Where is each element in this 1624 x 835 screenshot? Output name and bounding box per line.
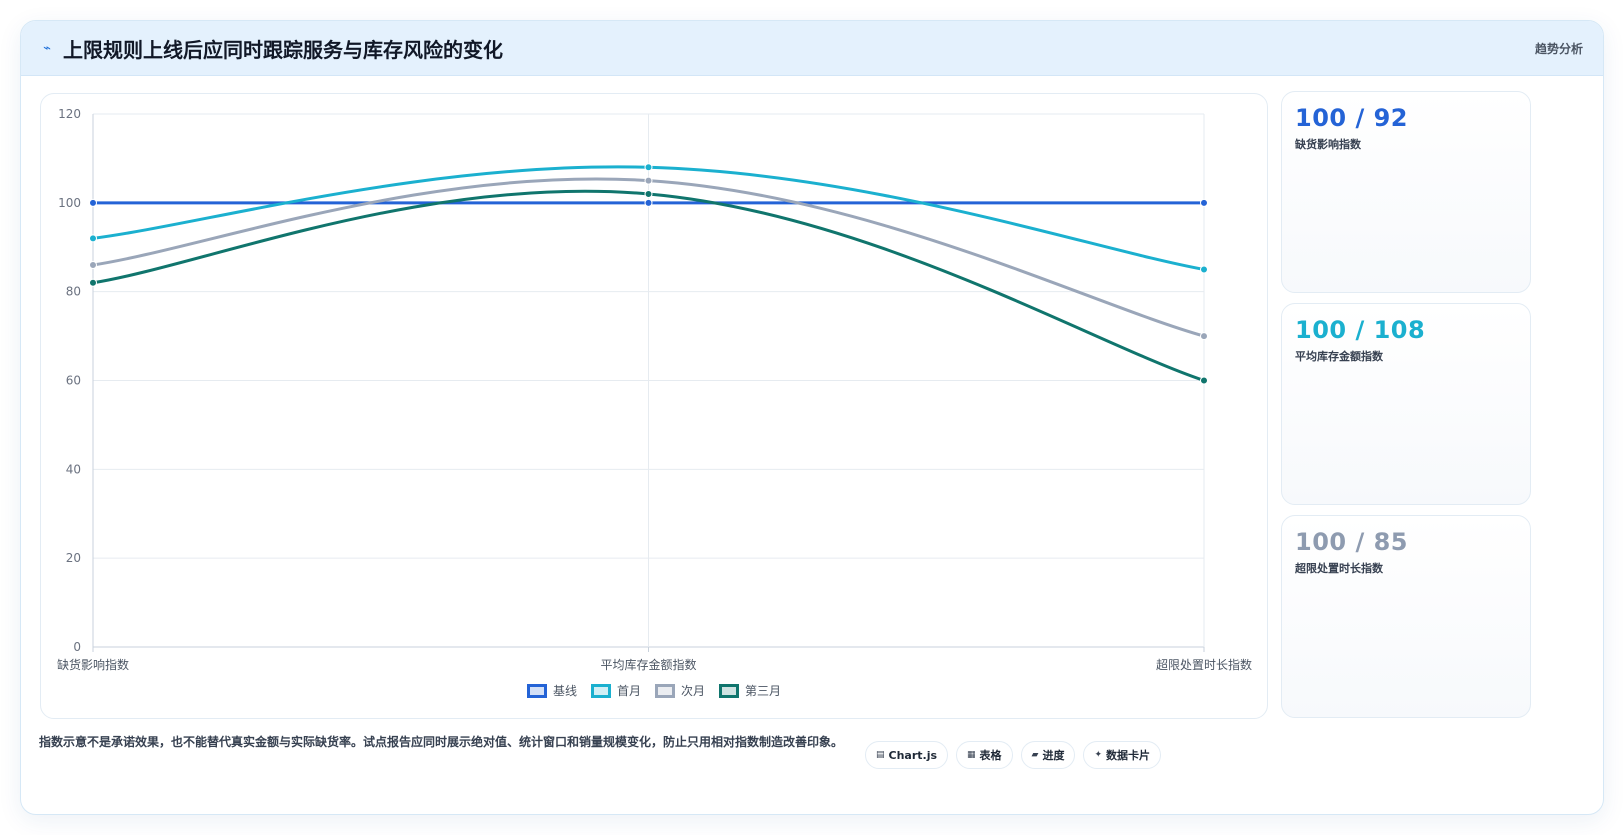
stat-label: 缺货影响指数 xyxy=(1295,138,1361,151)
stat-label: 平均库存金额指数 xyxy=(1295,350,1383,363)
legend-item[interactable]: 第三月 xyxy=(719,682,781,699)
y-tick-label: 80 xyxy=(66,285,81,299)
data-point xyxy=(644,189,653,198)
y-tick-label: 60 xyxy=(66,374,81,388)
data-point xyxy=(644,176,653,185)
data-point xyxy=(89,198,97,207)
sparkle-icon: ✦ xyxy=(1094,750,1103,760)
stat-card-stockout: 100 / 92 缺货影响指数 xyxy=(1281,91,1531,293)
legend-label: 基线 xyxy=(552,684,577,698)
header-left: ⌁ 上限规则上线后应同时跟踪服务与库存风险的变化 xyxy=(41,34,503,63)
y-tick-label: 0 xyxy=(73,640,81,654)
chart-icon: ▤ xyxy=(876,750,885,760)
header-tag: 趋势分析 xyxy=(1534,41,1583,56)
progress-icon: ▰ xyxy=(1031,750,1039,760)
y-tick-label: 120 xyxy=(58,107,81,121)
legend-label: 首月 xyxy=(616,684,641,698)
legend-swatch xyxy=(655,683,675,698)
stat-card-handling-time: 100 / 85 超限处置时长指数 xyxy=(1281,515,1531,718)
main-card: ⌁ 上限规则上线后应同时跟踪服务与库存风险的变化 趋势分析 0 20 40 60 80 1… xyxy=(20,20,1604,815)
legend-item[interactable]: 次月 xyxy=(655,682,705,699)
chart-legend: 基线 首月 次月 第三月 xyxy=(41,682,1267,699)
legend-item[interactable]: 基线 xyxy=(526,682,577,699)
data-point xyxy=(89,234,97,243)
data-point xyxy=(1200,198,1208,207)
data-point xyxy=(89,261,97,270)
x-tick-label: 平均库存金额指数 xyxy=(600,657,696,672)
stat-value: 100 / 92 xyxy=(1295,104,1408,132)
legend-label: 第三月 xyxy=(745,684,782,698)
stat-label: 超限处置时长指数 xyxy=(1295,562,1383,575)
footer-note: 指数示意不是承诺效果，也不能替代真实金额与实际缺货率。试点报告应同时展示绝对值、… xyxy=(39,735,844,749)
pill-data-card[interactable]: ✦ 数据卡片 xyxy=(1083,741,1162,769)
y-tick-label: 40 xyxy=(66,462,81,476)
x-tick-label: 超限处置时长指数 xyxy=(1156,657,1252,672)
pill-chartjs[interactable]: ▤ Chart.js xyxy=(865,741,949,769)
pill-label: Chart.js xyxy=(888,748,938,762)
footer-pills: ▤ Chart.js ▦ 表格 ▰ 进度 ✦ 数据卡片 xyxy=(865,741,1162,769)
data-point xyxy=(1200,332,1208,341)
data-point xyxy=(644,163,653,172)
legend-swatch xyxy=(526,683,547,698)
y-tick-label: 20 xyxy=(66,551,81,565)
data-point xyxy=(644,198,653,207)
stat-value: 100 / 108 xyxy=(1295,316,1426,344)
stat-value: 100 / 85 xyxy=(1295,528,1408,556)
legend-swatch xyxy=(719,683,740,698)
data-point xyxy=(89,278,97,287)
chart-panel: 0 20 40 60 80 100 120 缺货影响指数 平均库存金额指数 超限处置时长指数 基线… xyxy=(40,93,1268,719)
x-tick-label: 缺货影响指数 xyxy=(57,657,129,672)
line-chart: 0 20 40 60 80 100 120 缺货影响指数 平均库存金额指数 超限处置时长指数 xyxy=(57,107,1252,672)
data-point xyxy=(1200,376,1208,385)
pill-label: 数据卡片 xyxy=(1106,749,1151,762)
card-header: ⌁ 上限规则上线后应同时跟踪服务与库存风险的变化 趋势分析 xyxy=(21,21,1603,76)
table-icon: ▦ xyxy=(967,750,976,760)
y-tick-label: 100 xyxy=(58,196,81,210)
legend-swatch xyxy=(590,683,611,698)
stat-card-inventory: 100 / 108 平均库存金额指数 xyxy=(1281,303,1531,505)
pill-label: 表格 xyxy=(979,749,1002,762)
legend-label: 次月 xyxy=(681,684,706,698)
pill-table[interactable]: ▦ 表格 xyxy=(956,741,1013,769)
pill-progress[interactable]: ▰ 进度 xyxy=(1020,741,1076,769)
data-point xyxy=(1200,265,1208,274)
bolt-icon: ⌁ xyxy=(43,40,51,56)
legend-item[interactable]: 首月 xyxy=(590,682,641,699)
page-title: 上限规则上线后应同时跟踪服务与库存风险的变化 xyxy=(63,37,503,62)
pill-label: 进度 xyxy=(1042,749,1065,762)
